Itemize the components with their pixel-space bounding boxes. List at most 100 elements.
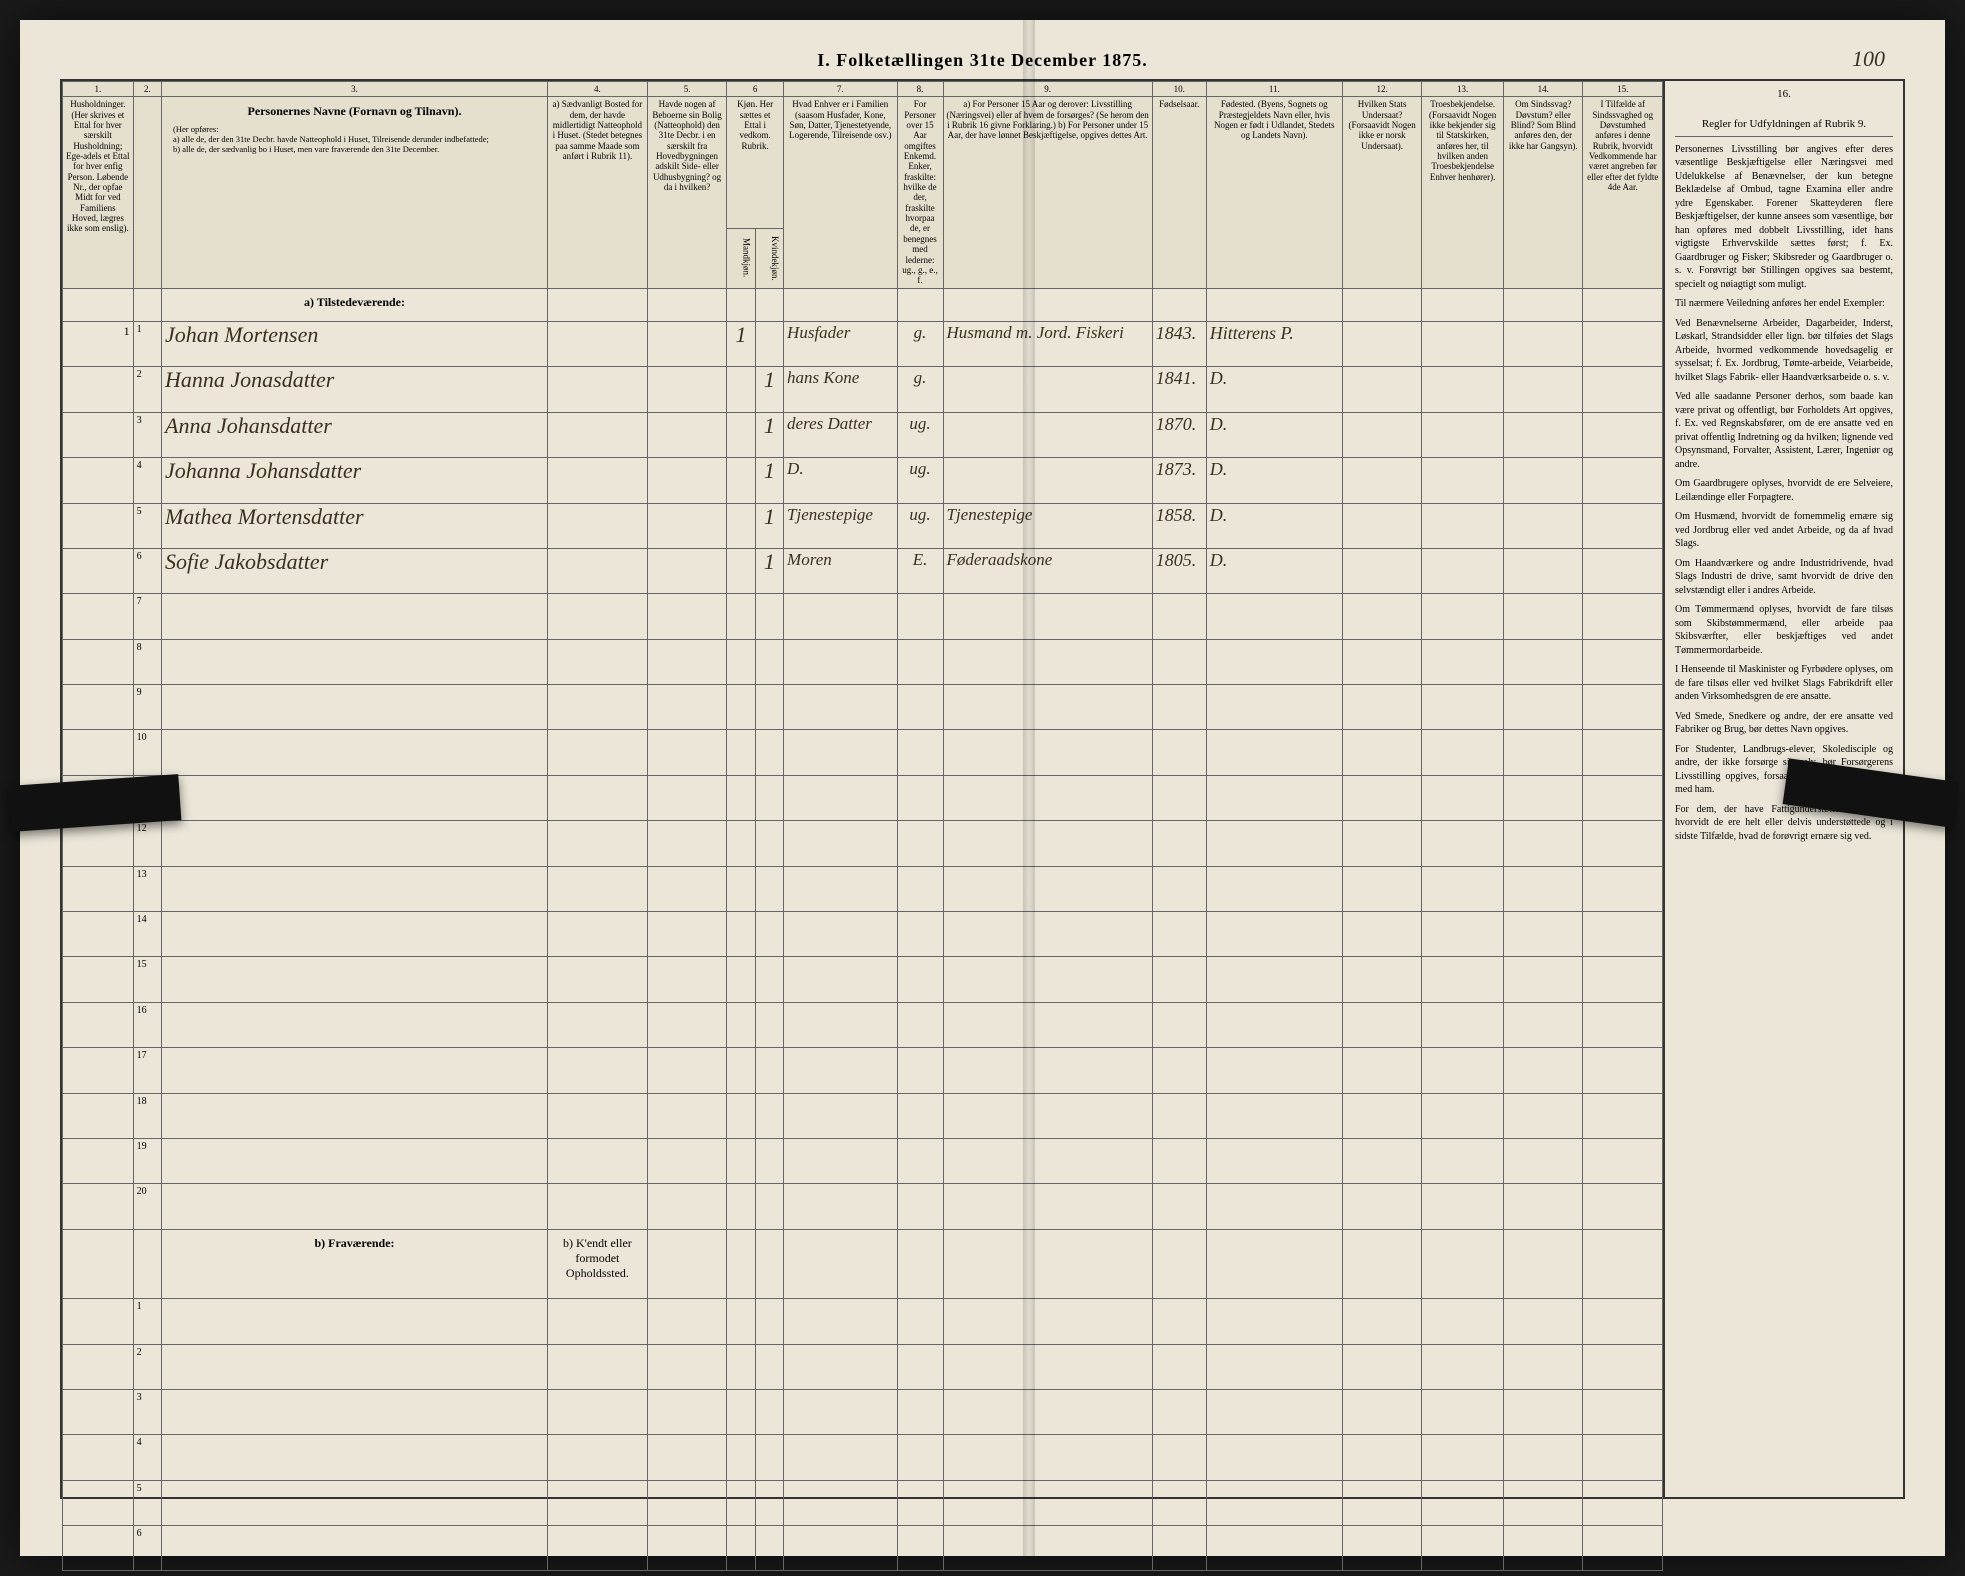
cell-5	[647, 503, 726, 548]
cell-marital: E.	[897, 548, 943, 593]
row-seq: 4	[133, 458, 161, 503]
empty-cell	[784, 912, 898, 957]
empty-cell	[1206, 594, 1342, 639]
empty-cell	[897, 775, 943, 820]
empty-cell	[784, 594, 898, 639]
cell-male	[727, 503, 755, 548]
empty-cell	[897, 685, 943, 730]
empty-cell	[647, 1344, 726, 1389]
row-seq: 1	[133, 1299, 161, 1344]
empty-cell	[727, 1093, 755, 1138]
row-number: 1	[63, 321, 134, 366]
rules-paragraph: Ved alle saadanne Personer derhos, som b…	[1675, 390, 1893, 471]
empty-cell	[1503, 866, 1582, 911]
cell-14	[1503, 321, 1582, 366]
table-row: 11	[63, 775, 1663, 820]
empty-cell	[897, 1299, 943, 1344]
cell-4	[547, 503, 647, 548]
empty-cell	[1152, 1093, 1206, 1138]
empty-cell	[1206, 1184, 1342, 1229]
empty-cell	[897, 1526, 943, 1571]
empty-cell	[547, 685, 647, 730]
empty-cell	[1583, 957, 1663, 1002]
empty-cell	[784, 685, 898, 730]
empty-cell	[784, 1048, 898, 1093]
table-row: 5	[63, 1480, 1663, 1525]
cell-male	[727, 367, 755, 412]
empty-cell	[1583, 685, 1663, 730]
empty-cell	[647, 1139, 726, 1184]
empty-cell	[755, 1299, 783, 1344]
empty-cell	[755, 685, 783, 730]
empty-cell	[647, 1184, 726, 1229]
empty-cell	[1342, 775, 1421, 820]
empty-cell	[897, 594, 943, 639]
person-name: Johanna Johansdatter	[162, 458, 548, 503]
empty-cell	[162, 1526, 548, 1571]
row-number	[63, 1526, 134, 1571]
table-row: 4Johanna Johansdatter1D.ug.1873.D.	[63, 458, 1663, 503]
empty-cell	[162, 639, 548, 684]
table-row: 9	[63, 685, 1663, 730]
row-number	[63, 912, 134, 957]
empty-cell	[727, 1435, 755, 1480]
empty-cell	[1206, 821, 1342, 866]
empty-cell	[647, 1526, 726, 1571]
empty-cell	[897, 1389, 943, 1434]
empty-cell	[1206, 730, 1342, 775]
empty-cell	[727, 1389, 755, 1434]
empty-cell	[784, 1344, 898, 1389]
empty-cell	[897, 1139, 943, 1184]
empty-cell	[1503, 1435, 1582, 1480]
empty-cell	[1422, 866, 1504, 911]
cell-5	[647, 548, 726, 593]
empty-cell	[162, 1389, 548, 1434]
empty-cell	[1503, 730, 1582, 775]
cell-birthyear: 1870.	[1152, 412, 1206, 457]
row-number	[63, 685, 134, 730]
colnum-9: 9.	[943, 82, 1152, 97]
empty-cell	[547, 866, 647, 911]
rules-paragraph: Om Gaardbrugere oplyses, hvorvidt de ere…	[1675, 477, 1893, 504]
empty-cell	[1422, 1139, 1504, 1184]
empty-cell	[784, 1299, 898, 1344]
empty-cell	[1503, 775, 1582, 820]
hdr-10: Fødselsaar.	[1152, 97, 1206, 288]
hdr-3: Personernes Navne (Fornavn og Tilnavn). …	[162, 97, 548, 288]
empty-cell	[1152, 1048, 1206, 1093]
empty-cell	[943, 1139, 1152, 1184]
empty-cell	[162, 594, 548, 639]
empty-cell	[1503, 1480, 1582, 1525]
row-number	[63, 548, 134, 593]
empty-cell	[943, 1184, 1152, 1229]
cell-12	[1342, 458, 1421, 503]
empty-cell	[162, 1002, 548, 1047]
cell-4	[547, 548, 647, 593]
empty-cell	[1152, 821, 1206, 866]
empty-cell	[1422, 639, 1504, 684]
empty-cell	[755, 912, 783, 957]
ledger-page: 100 I. Folketællingen 31te December 1875…	[20, 20, 1945, 1556]
empty-cell	[1422, 1480, 1504, 1525]
cell-13	[1422, 458, 1504, 503]
empty-cell	[943, 912, 1152, 957]
empty-cell	[1583, 1526, 1663, 1571]
cell-birthyear: 1843.	[1152, 321, 1206, 366]
cell-15	[1583, 321, 1663, 366]
empty-cell	[1342, 1389, 1421, 1434]
empty-cell	[1152, 957, 1206, 1002]
row-seq: 16	[133, 1002, 161, 1047]
empty-cell	[647, 1093, 726, 1138]
empty-cell	[162, 912, 548, 957]
empty-cell	[1152, 1389, 1206, 1434]
empty-cell	[1422, 1093, 1504, 1138]
row-number	[63, 866, 134, 911]
empty-cell	[1422, 1184, 1504, 1229]
empty-cell	[1503, 1389, 1582, 1434]
cell-13	[1422, 412, 1504, 457]
empty-cell	[755, 1480, 783, 1525]
empty-cell	[727, 1002, 755, 1047]
colnum-12: 12.	[1342, 82, 1421, 97]
empty-cell	[784, 1435, 898, 1480]
empty-cell	[547, 1389, 647, 1434]
